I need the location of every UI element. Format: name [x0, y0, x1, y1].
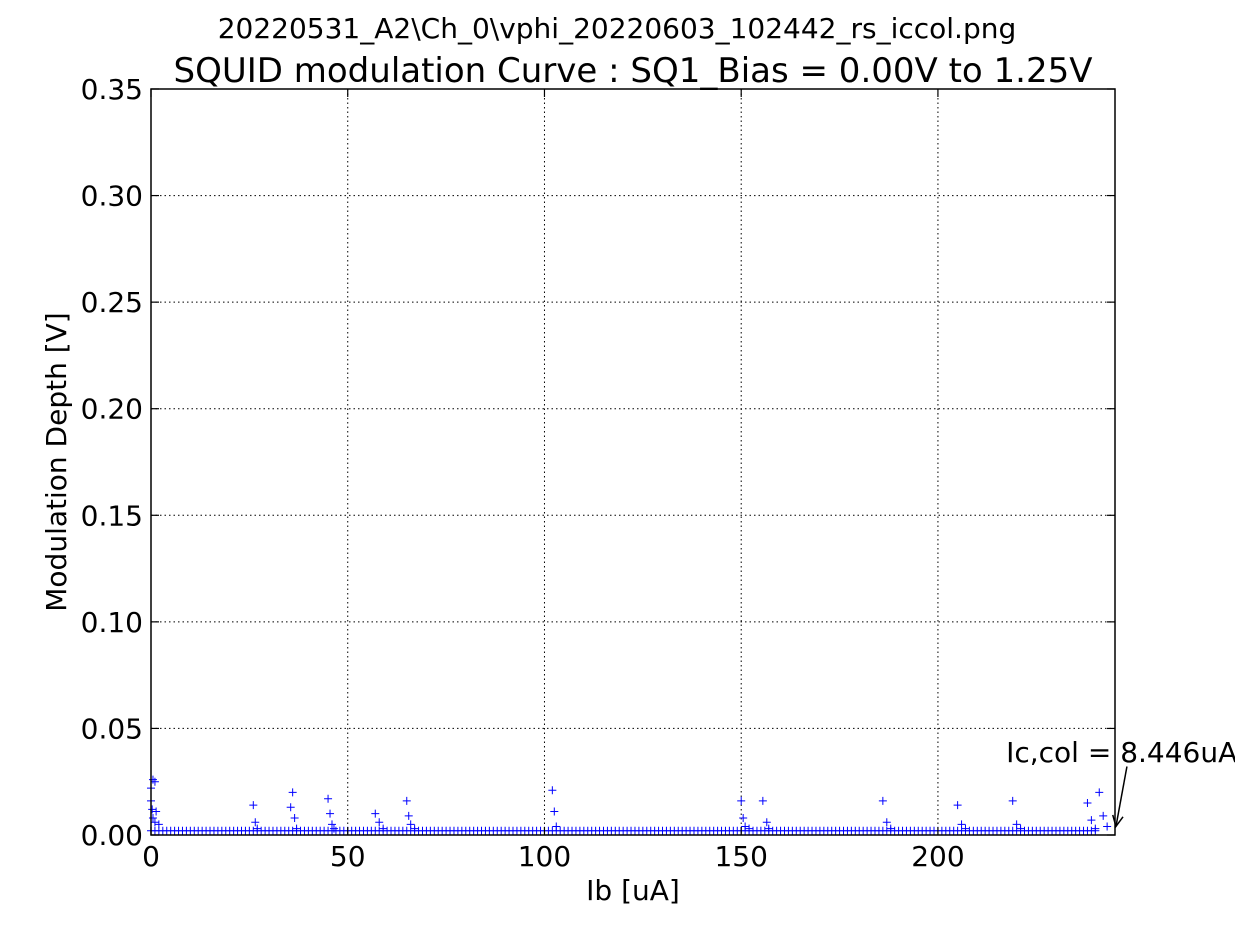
data-point [762, 818, 771, 827]
tick-labels-layer: 0 50 100 150 200 0.00 0.05 0.10 0.15 0.20 0.25 0.30… [81, 73, 965, 873]
data-point [410, 824, 419, 833]
x-tick-label: 150 [714, 840, 767, 873]
data-point [739, 813, 748, 822]
y-tick-label: 0.15 [81, 499, 143, 532]
data-point [286, 803, 295, 812]
y-tick-label: 0.05 [81, 712, 143, 745]
data-point [737, 796, 746, 805]
data-point [1012, 820, 1021, 829]
data-point [290, 813, 299, 822]
ticks-layer [150, 88, 1115, 836]
data-point [371, 809, 380, 818]
y-axis-label: Modulation Depth [V] [40, 312, 73, 611]
data-point [253, 824, 262, 833]
data-point [150, 818, 159, 827]
data-point [886, 824, 895, 833]
data-point [1087, 816, 1096, 825]
data-point [324, 794, 333, 803]
data-point [251, 818, 260, 827]
data-point [1103, 822, 1112, 831]
data-point [741, 822, 750, 831]
data-point [758, 796, 767, 805]
y-tick-label: 0.10 [81, 606, 143, 639]
y-tick-label: 0.20 [81, 393, 143, 426]
data-point [148, 805, 157, 814]
data-point [745, 824, 754, 833]
y-tick-label: 0.35 [81, 73, 143, 106]
data-point [292, 824, 301, 833]
data-point [329, 824, 338, 833]
annotation-arrow-line [1115, 766, 1128, 827]
y-tick-label: 0.25 [81, 286, 143, 319]
data-point [1095, 788, 1104, 797]
x-tick-label: 0 [142, 840, 160, 873]
data-point [552, 822, 561, 831]
data-point [288, 788, 297, 797]
x-tick-label: 50 [330, 840, 366, 873]
annotation-layer: Ic,col = 8.446uA [1006, 736, 1235, 829]
data-point [148, 775, 157, 784]
annotation-label: Ic,col = 8.446uA [1006, 736, 1235, 769]
data-point [550, 807, 559, 816]
data-point [327, 820, 336, 829]
data-point [406, 820, 415, 829]
data-point [1099, 811, 1108, 820]
data-point [375, 818, 384, 827]
data-point [1016, 824, 1025, 833]
data-point [152, 807, 161, 816]
data-point [764, 824, 773, 833]
data-point [402, 796, 411, 805]
data-point [1083, 799, 1092, 808]
data-point [404, 811, 413, 820]
grid-layer [151, 89, 1115, 835]
data-point [957, 820, 966, 829]
data-point [249, 801, 258, 810]
plot-frame [150, 88, 1116, 836]
data-point [379, 824, 388, 833]
data-point [882, 818, 891, 827]
data-point [953, 801, 962, 810]
chart-title: SQUID modulation Curve : SQ1_Bias = 0.00… [174, 51, 1093, 91]
points-layer [147, 775, 1112, 835]
x-tick-label: 100 [518, 840, 571, 873]
y-tick-label: 0.00 [81, 819, 143, 852]
data-point [1091, 824, 1100, 833]
chart-suptitle: 20220531_A2\Ch_0\vphi_20220603_102442_rs… [218, 12, 1017, 45]
annotation-arrow-head [1112, 814, 1124, 829]
data-point [326, 809, 335, 818]
data-point [878, 796, 887, 805]
x-tick-label: 200 [911, 840, 964, 873]
data-point [548, 786, 557, 795]
data-point [150, 777, 159, 786]
data-point [961, 824, 970, 833]
y-tick-label: 0.30 [81, 180, 143, 213]
data-point [1008, 796, 1017, 805]
data-point [154, 820, 163, 829]
x-axis-label: Ib [uA] [586, 874, 680, 907]
